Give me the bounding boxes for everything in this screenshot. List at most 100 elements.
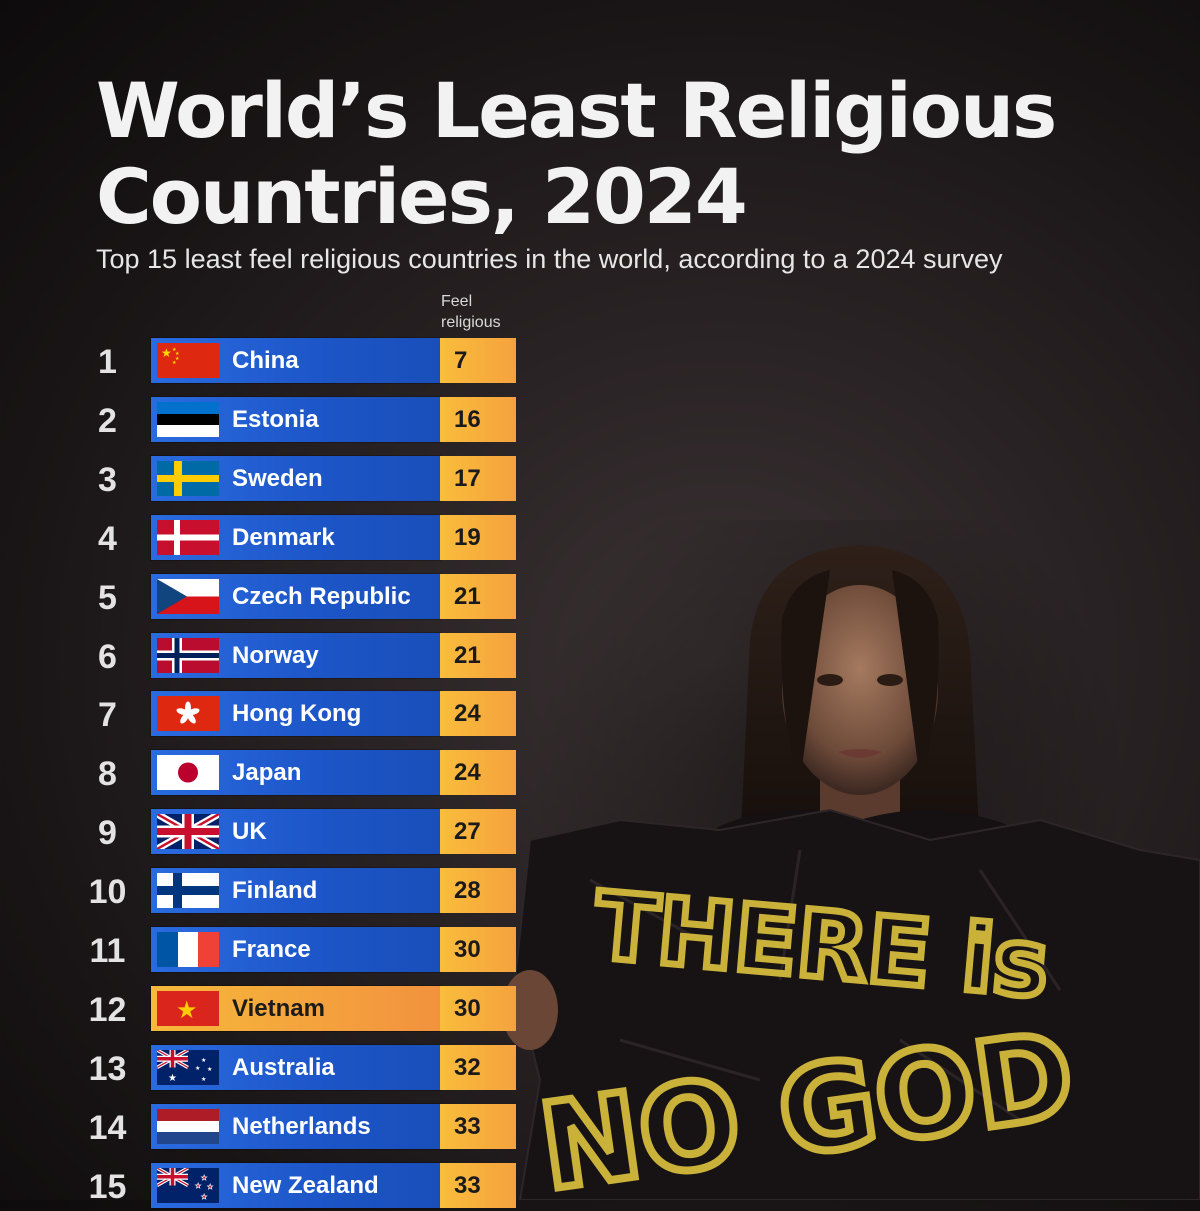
france-flag-icon	[157, 932, 219, 967]
new-zealand-flag-icon: ★ ★ ★ ★	[157, 1168, 219, 1203]
finland-flag-icon	[157, 873, 219, 908]
rank-label: 13	[88, 1050, 127, 1088]
country-bar: Czech Republic	[151, 574, 440, 619]
right-eye	[877, 674, 903, 686]
svg-text:★: ★	[172, 360, 177, 366]
lips	[838, 749, 882, 758]
netherlands-flag-icon	[157, 1109, 219, 1144]
country-name: Hong Kong	[232, 700, 362, 727]
svg-text:★: ★	[195, 1065, 200, 1072]
country-bar: ★ Vietnam	[151, 986, 440, 1031]
value-label: 27	[440, 809, 516, 854]
country-name: China	[232, 347, 299, 374]
country-bar: France	[151, 927, 440, 972]
svg-text:★: ★	[176, 997, 198, 1024]
country-bar: ★ ★ ★ ★ ★ China	[151, 338, 440, 383]
value-label: 19	[440, 515, 516, 560]
sweden-flag-icon	[157, 461, 219, 496]
svg-text:★: ★	[207, 1183, 213, 1191]
country-bar: Estonia	[151, 397, 440, 442]
vietnam-flag-icon: ★	[157, 991, 219, 1026]
country-name: New Zealand	[232, 1172, 379, 1199]
uk-flag-icon	[157, 814, 219, 849]
rank-label: 15	[88, 1168, 127, 1206]
country-name: Sweden	[232, 465, 323, 492]
svg-text:★: ★	[201, 1193, 207, 1201]
country-name: France	[232, 936, 311, 963]
norway-flag-icon	[157, 638, 219, 673]
value-label: 24	[440, 691, 516, 736]
svg-text:★: ★	[175, 351, 180, 357]
svg-text:★: ★	[201, 1076, 206, 1083]
country-name: Finland	[232, 877, 318, 904]
country-name: Denmark	[232, 524, 335, 551]
svg-text:★: ★	[201, 1174, 207, 1182]
country-bar: Sweden	[151, 456, 440, 501]
rank-label: 7	[98, 696, 117, 734]
rank-label: 6	[98, 638, 117, 676]
rank-label: 14	[88, 1109, 127, 1147]
rank-label: 4	[98, 520, 117, 558]
rank-label: 9	[98, 814, 117, 852]
country-bar: Hong Kong	[151, 691, 440, 736]
svg-text:★: ★	[201, 1057, 206, 1064]
rank-label: 8	[98, 755, 117, 793]
country-name: Netherlands	[232, 1113, 371, 1140]
rank-label: 10	[88, 873, 127, 911]
value-label: 16	[440, 397, 516, 442]
svg-text:★: ★	[207, 1066, 212, 1073]
country-bar: Denmark	[151, 515, 440, 560]
girl-holding-sign-photo: THERE is NO GOD	[502, 520, 1200, 1200]
estonia-flag-icon	[157, 402, 219, 437]
page-subtitle: Top 15 least feel religious countries in…	[96, 244, 1003, 274]
svg-text:★: ★	[195, 1182, 201, 1190]
value-label: 33	[440, 1163, 516, 1208]
rank-label: 5	[98, 579, 117, 617]
country-name: Norway	[232, 642, 319, 669]
czech-flag-icon	[157, 579, 219, 614]
country-bar: Finland	[151, 868, 440, 913]
japan-flag-icon	[157, 755, 219, 790]
value-column-header: Feel religious	[441, 291, 501, 333]
china-flag-icon: ★ ★ ★ ★ ★	[157, 343, 219, 378]
value-label: 30	[440, 927, 516, 972]
country-name: Estonia	[232, 406, 319, 433]
value-label: 24	[440, 750, 516, 795]
country-bar: ★ ★ ★ ★ New Zealand	[151, 1163, 440, 1208]
country-name: Japan	[232, 759, 302, 786]
rank-label: 11	[89, 932, 126, 970]
country-bar: ★ ★ ★ ★ ★ Australia	[151, 1045, 440, 1090]
rank-label: 2	[98, 402, 117, 440]
svg-text:★: ★	[172, 347, 177, 353]
face	[782, 585, 938, 795]
country-name: Vietnam	[232, 995, 325, 1022]
left-eye	[817, 674, 843, 686]
country-name: Czech Republic	[232, 583, 411, 610]
country-bar: Norway	[151, 633, 440, 678]
page-title: World’s Least Religious Countries, 2024	[96, 66, 1057, 241]
australia-flag-icon: ★ ★ ★ ★ ★	[157, 1050, 219, 1085]
svg-text:★: ★	[168, 1073, 177, 1084]
value-label: 28	[440, 868, 516, 913]
value-label: 17	[440, 456, 516, 501]
value-label: 33	[440, 1104, 516, 1149]
value-column-header-line1: Feel	[441, 293, 473, 310]
country-name: Australia	[232, 1054, 335, 1081]
country-bar: Japan	[151, 750, 440, 795]
denmark-flag-icon	[157, 520, 219, 555]
value-label: 21	[440, 633, 516, 678]
country-bar: Netherlands	[151, 1104, 440, 1149]
value-label: 30	[440, 986, 516, 1031]
black-paper-sign	[513, 808, 1200, 1200]
rank-label: 12	[88, 991, 127, 1029]
value-label: 21	[440, 574, 516, 619]
svg-text:★: ★	[175, 356, 180, 362]
hong-kong-flag-icon	[157, 696, 219, 731]
country-bar: UK	[151, 809, 440, 854]
rank-label: 1	[98, 343, 117, 381]
country-name: UK	[232, 818, 267, 845]
hand	[502, 970, 558, 1050]
value-label: 7	[440, 338, 516, 383]
value-column-header-line2: religious	[441, 314, 501, 331]
svg-text:★: ★	[161, 346, 172, 360]
